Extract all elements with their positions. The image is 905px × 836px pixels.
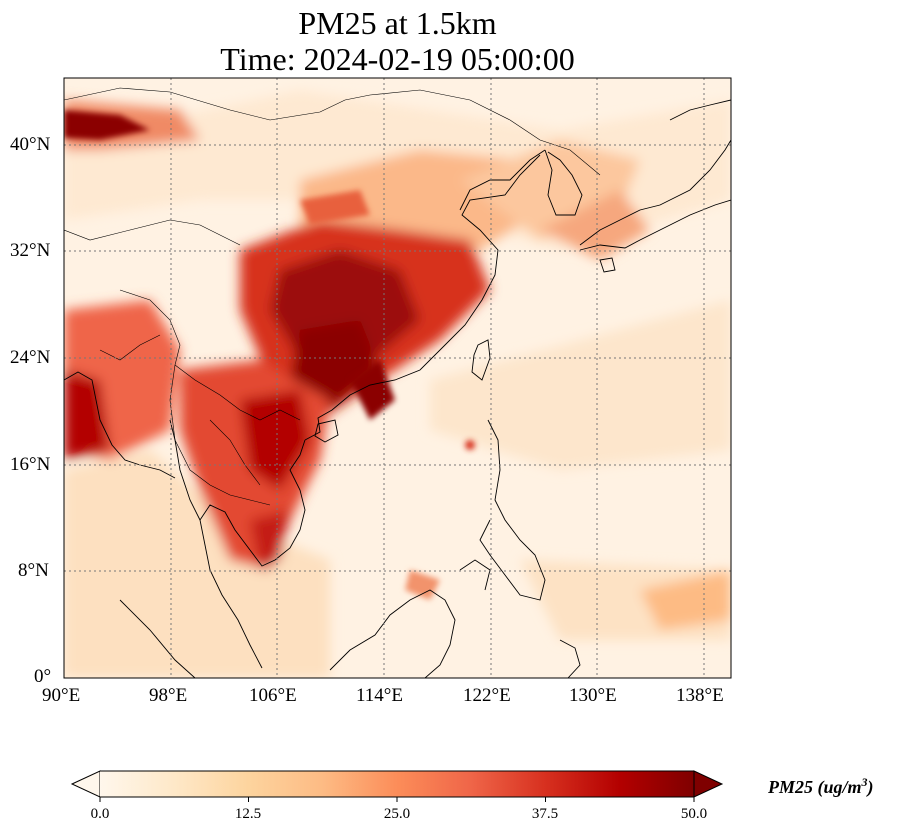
colorbar-max-extend xyxy=(693,770,724,798)
colorbar-tick-marks xyxy=(99,797,695,802)
lon-tick-label: 114°E xyxy=(356,685,403,706)
lon-tick-label: 138°E xyxy=(676,685,724,706)
lon-tick-label: 106°E xyxy=(249,685,297,706)
lat-tick-label: 16°N xyxy=(10,454,51,475)
colorbar-tick-label: 50.0 xyxy=(680,806,708,822)
lat-tick-label: 0° xyxy=(34,666,52,687)
gridlines xyxy=(64,78,731,678)
colorbar-tick-label: 0.0 xyxy=(90,806,110,822)
colorbar-label-text: PM25 (ug/m xyxy=(768,777,862,797)
lat-tick-label: 32°N xyxy=(10,240,51,261)
map-title-line2: Time: 2024-02-19 05:00:00 xyxy=(220,41,575,77)
lon-tick-label: 130°E xyxy=(569,685,617,706)
colorbar-tick-label: 25.0 xyxy=(383,806,411,822)
colorbar-label: PM25 (ug/m3) xyxy=(768,775,874,798)
colorbar-tick-label: 37.5 xyxy=(531,806,559,822)
colorbar-tick-label: 12.5 xyxy=(234,806,262,822)
colorbar-min-extend xyxy=(70,770,101,798)
map-title-line1: PM25 at 1.5km xyxy=(298,5,497,41)
lon-tick-label: 122°E xyxy=(463,685,511,706)
colorbar-gradient xyxy=(100,771,694,797)
colorbar-label-end: ) xyxy=(867,777,874,797)
coastlines xyxy=(64,87,731,678)
lat-tick-label: 40°N xyxy=(10,134,51,155)
map-frame xyxy=(63,77,732,679)
colorbar-label-superscript: 3 xyxy=(861,775,868,789)
lat-tick-label: 24°N xyxy=(10,347,51,368)
pm25-field xyxy=(64,78,731,678)
lon-tick-label: 90°E xyxy=(42,685,81,706)
lon-tick-label: 98°E xyxy=(149,685,188,706)
lat-tick-label: 8°N xyxy=(18,560,49,581)
